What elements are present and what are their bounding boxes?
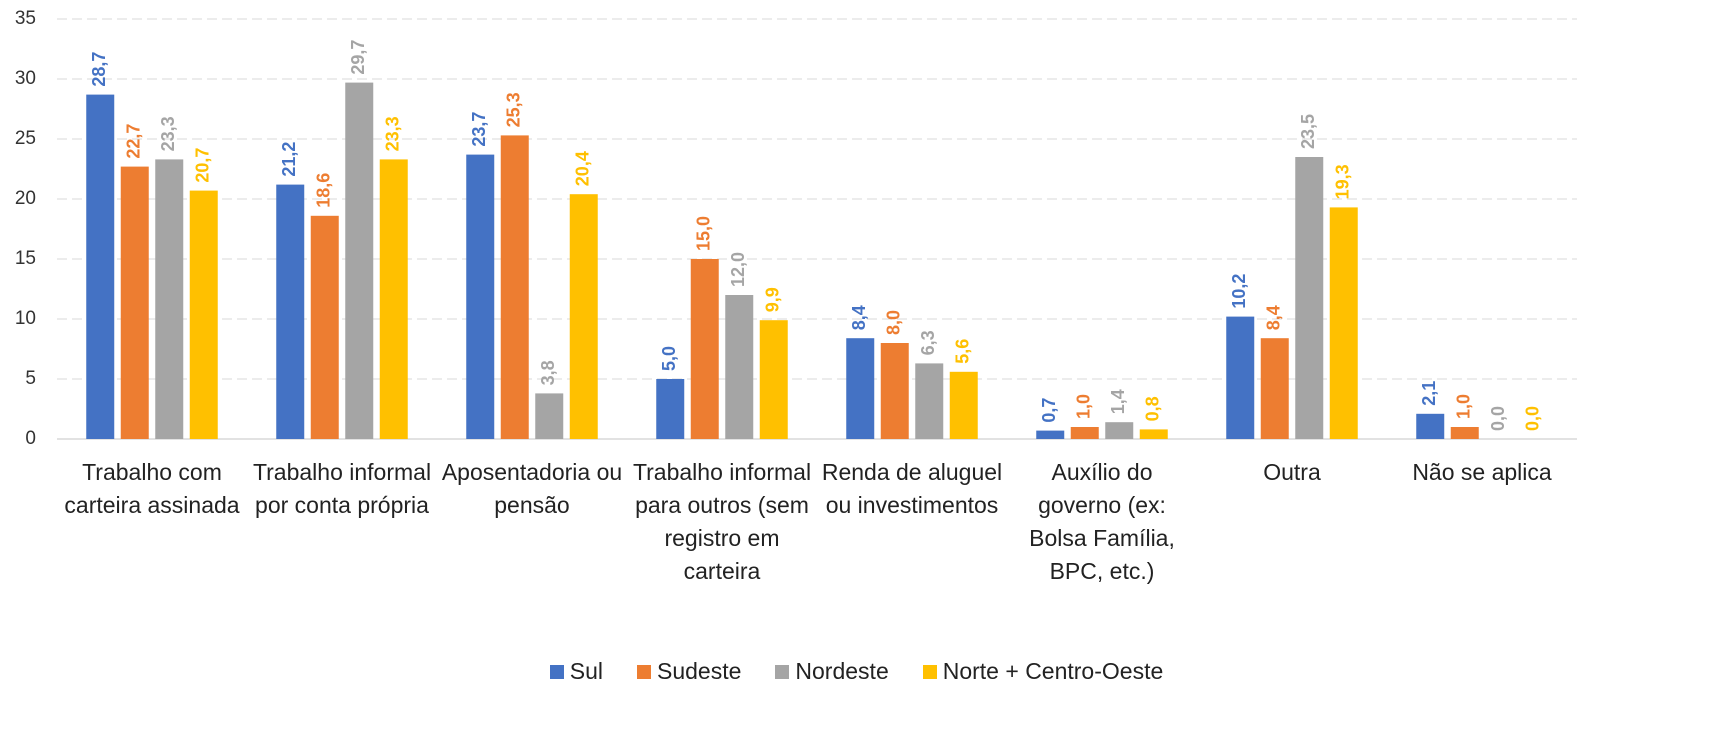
data-label: 8,0 — [884, 310, 904, 335]
bar — [1226, 316, 1255, 439]
bar — [535, 393, 564, 439]
bar — [725, 295, 754, 439]
data-label: 23,3 — [158, 116, 178, 151]
data-label: 25,3 — [504, 92, 524, 127]
data-label: 20,7 — [193, 148, 213, 183]
y-tick-label: 0 — [25, 428, 36, 449]
bar — [949, 371, 978, 439]
data-label: 21,2 — [279, 142, 299, 177]
bar — [86, 94, 115, 439]
bar — [656, 379, 685, 439]
y-tick-label: 15 — [15, 248, 36, 269]
bar — [1105, 422, 1134, 439]
data-label: 5,6 — [953, 339, 973, 364]
bar — [759, 320, 788, 439]
bar — [466, 154, 495, 439]
data-label: 2,1 — [1419, 381, 1439, 406]
legend-label: Nordeste — [795, 658, 889, 684]
y-tick-label: 25 — [15, 128, 36, 149]
bar — [379, 159, 408, 439]
data-label: 12,0 — [728, 252, 748, 287]
data-label: 19,3 — [1333, 164, 1353, 199]
bar — [189, 190, 218, 439]
y-tick-label: 30 — [15, 68, 36, 89]
bar — [500, 135, 529, 439]
data-label: 1,0 — [1074, 394, 1094, 419]
data-label: 0,7 — [1039, 398, 1059, 423]
y-tick-label: 20 — [15, 188, 36, 209]
data-label: 8,4 — [849, 305, 869, 330]
legend-label: Norte + Centro-Oeste — [942, 658, 1164, 684]
x-tick-label: Renda de aluguel ou investimentos — [821, 459, 1003, 518]
y-tick-label: 10 — [15, 308, 36, 329]
data-label: 29,7 — [348, 40, 368, 75]
data-label: 0,8 — [1143, 396, 1163, 421]
data-label: 6,3 — [918, 330, 938, 355]
legend-label: Sul — [569, 658, 603, 684]
data-label: 23,3 — [383, 116, 403, 151]
bar — [1036, 430, 1065, 439]
data-label: 5,0 — [659, 346, 679, 371]
data-label: 18,6 — [314, 173, 334, 208]
data-label: 8,4 — [1264, 305, 1284, 330]
data-label: 1,4 — [1108, 389, 1128, 414]
data-label: 0,0 — [1523, 406, 1543, 431]
bar — [1450, 427, 1479, 439]
bar — [1416, 413, 1445, 439]
bar — [155, 159, 184, 439]
bar — [569, 194, 598, 439]
legend: Sul Sudeste Nordeste Norte + Centro-Oeste — [0, 658, 1713, 685]
bar — [345, 82, 374, 439]
legend-swatch — [775, 664, 790, 679]
data-label: 23,7 — [469, 112, 489, 147]
data-label: 10,2 — [1229, 274, 1249, 309]
legend-swatch — [549, 664, 564, 679]
bar — [120, 166, 149, 439]
data-label: 28,7 — [89, 52, 109, 87]
x-tick-label: Auxílio do governo (ex: Bolsa Família, B… — [1029, 459, 1175, 584]
y-tick-label: 35 — [15, 8, 36, 29]
legend-swatch — [637, 664, 651, 679]
legend-label: Sudeste — [657, 658, 742, 684]
data-label: 3,8 — [538, 360, 558, 385]
bar — [690, 259, 719, 439]
bar — [1295, 157, 1324, 439]
data-label: 15,0 — [694, 216, 714, 251]
legend-item: Sul — [549, 658, 603, 685]
bar — [1329, 207, 1358, 439]
data-label: 22,7 — [124, 124, 144, 159]
x-tick-label: Não se aplica — [1412, 459, 1552, 485]
data-label: 20,4 — [573, 151, 593, 186]
bar — [915, 363, 944, 439]
bar — [880, 343, 909, 439]
x-tick-label: Aposentadoria ou pensão — [441, 459, 623, 518]
data-label: 9,9 — [763, 287, 783, 312]
data-label: 23,5 — [1298, 114, 1318, 149]
data-label: 0,0 — [1488, 406, 1508, 431]
bar — [310, 215, 339, 439]
data-label: 1,0 — [1454, 394, 1474, 419]
x-tick-label: Trabalho informal para outros (sem regis… — [632, 459, 812, 584]
legend-item: Nordeste — [775, 658, 889, 685]
bar — [1139, 429, 1168, 439]
x-tick-label: Trabalho com carteira assinada — [64, 459, 240, 518]
bar — [1260, 338, 1289, 439]
legend-swatch — [922, 664, 937, 679]
bar — [846, 338, 875, 439]
x-tick-label: Trabalho informal por conta própria — [252, 459, 432, 518]
legend-item: Sudeste — [637, 658, 741, 685]
legend-item: Norte + Centro-Oeste — [922, 658, 1164, 685]
bar — [276, 184, 305, 439]
x-tick-label: Outra — [1263, 459, 1321, 485]
y-tick-label: 5 — [25, 368, 36, 389]
bar — [1070, 427, 1099, 439]
